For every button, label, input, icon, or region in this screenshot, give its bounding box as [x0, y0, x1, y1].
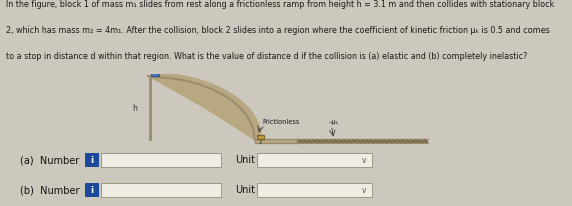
Bar	[257, 183, 372, 197]
Text: Frictionless: Frictionless	[262, 119, 299, 125]
Bar	[101, 153, 221, 167]
Text: h: h	[132, 104, 137, 113]
Text: to a stop in distance d within that region. What is the value of distance d if t: to a stop in distance d within that regi…	[6, 52, 527, 61]
Bar	[151, 71, 159, 76]
Text: v: v	[362, 156, 366, 165]
Text: v: v	[362, 186, 366, 194]
Text: Unit: Unit	[235, 155, 255, 165]
Text: 2, which has mass m₂ = 4m₁. After the collision, block 2 slides into a region wh: 2, which has mass m₂ = 4m₁. After the co…	[6, 26, 550, 35]
Text: In the figure, block 1 of mass m₁ slides from rest along a frictionless ramp fro: In the figure, block 1 of mass m₁ slides…	[6, 0, 554, 9]
Text: –μₖ: –μₖ	[329, 119, 339, 125]
Bar	[85, 183, 99, 197]
Polygon shape	[150, 73, 261, 139]
Text: i: i	[90, 186, 94, 194]
Bar	[297, 139, 428, 143]
Bar	[101, 183, 221, 197]
Bar	[85, 153, 99, 167]
Text: 2: 2	[259, 140, 263, 145]
Bar	[255, 139, 297, 143]
Bar	[257, 153, 372, 167]
Text: Unit: Unit	[235, 185, 255, 195]
Bar	[257, 135, 264, 139]
Text: (b)  Number: (b) Number	[20, 185, 80, 195]
Text: (a)  Number: (a) Number	[20, 155, 80, 165]
Text: i: i	[90, 156, 94, 165]
